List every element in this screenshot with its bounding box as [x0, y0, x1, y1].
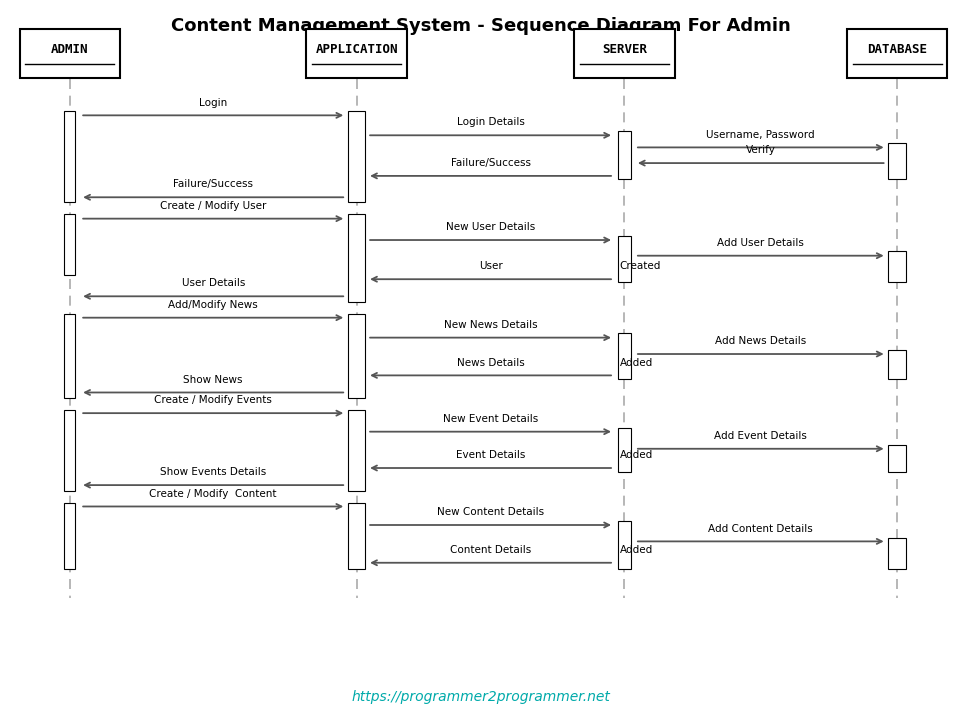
- Text: DATABASE: DATABASE: [866, 43, 926, 56]
- Text: Event Details: Event Details: [456, 450, 525, 460]
- Bar: [617, 236, 630, 282]
- Text: Username, Password: Username, Password: [705, 129, 814, 139]
- Text: Failure/Success: Failure/Success: [450, 158, 530, 168]
- Text: Add Event Details: Add Event Details: [714, 431, 806, 441]
- Bar: [888, 251, 904, 282]
- Bar: [617, 333, 630, 379]
- Bar: [888, 538, 904, 569]
- Bar: [64, 314, 75, 398]
- Text: Added: Added: [619, 450, 653, 460]
- Bar: [574, 29, 674, 78]
- Bar: [617, 131, 630, 180]
- Bar: [348, 503, 365, 569]
- Text: New Event Details: New Event Details: [442, 414, 537, 424]
- Text: Verify: Verify: [745, 145, 775, 155]
- Text: SERVER: SERVER: [602, 43, 647, 56]
- Bar: [307, 29, 407, 78]
- Bar: [617, 428, 630, 472]
- Bar: [348, 409, 365, 491]
- Text: New Content Details: New Content Details: [436, 507, 544, 517]
- Text: ADMIN: ADMIN: [51, 43, 88, 56]
- Text: Create / Modify User: Create / Modify User: [160, 201, 266, 211]
- Text: Create / Modify  Content: Create / Modify Content: [149, 489, 277, 498]
- Text: New News Details: New News Details: [443, 320, 537, 330]
- Text: User: User: [479, 261, 502, 271]
- Text: Login Details: Login Details: [456, 118, 524, 128]
- Text: Show Events Details: Show Events Details: [160, 467, 266, 477]
- Text: Added: Added: [619, 358, 653, 368]
- Text: Added: Added: [619, 545, 653, 555]
- Bar: [64, 503, 75, 569]
- Bar: [888, 445, 904, 472]
- Text: Created: Created: [619, 261, 660, 271]
- Bar: [617, 521, 630, 569]
- Text: Content Management System - Sequence Diagram For Admin: Content Management System - Sequence Dia…: [171, 17, 790, 34]
- Text: Add/Modify News: Add/Modify News: [168, 300, 258, 310]
- Bar: [19, 29, 120, 78]
- Bar: [348, 314, 365, 398]
- Text: Add News Details: Add News Details: [714, 336, 805, 346]
- Text: Content Details: Content Details: [450, 545, 530, 555]
- Bar: [64, 111, 75, 202]
- Bar: [888, 350, 904, 379]
- Bar: [64, 215, 75, 275]
- Text: Login: Login: [199, 98, 227, 108]
- Text: Add Content Details: Add Content Details: [707, 523, 812, 533]
- Text: User Details: User Details: [182, 279, 245, 289]
- Bar: [846, 29, 947, 78]
- Bar: [64, 409, 75, 491]
- Text: Add User Details: Add User Details: [717, 238, 803, 248]
- Text: Create / Modify Events: Create / Modify Events: [154, 396, 272, 405]
- Bar: [348, 111, 365, 202]
- Text: News Details: News Details: [456, 358, 524, 368]
- Text: Show News: Show News: [184, 375, 243, 385]
- Bar: [888, 143, 904, 180]
- Text: https://programmer2programmer.net: https://programmer2programmer.net: [351, 691, 610, 704]
- Text: Failure/Success: Failure/Success: [173, 180, 253, 190]
- Text: New User Details: New User Details: [446, 222, 534, 232]
- Text: APPLICATION: APPLICATION: [315, 43, 398, 56]
- Bar: [348, 215, 365, 302]
